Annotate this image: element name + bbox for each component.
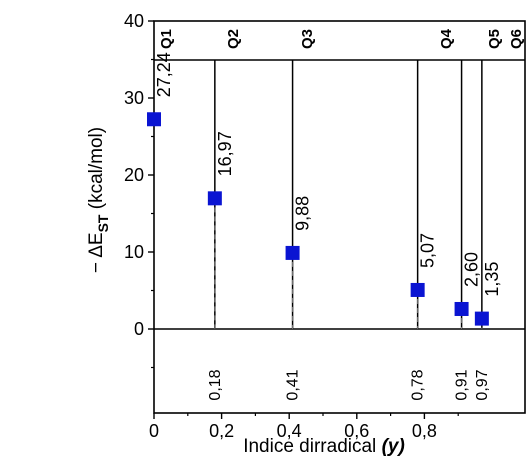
q-label: Q4 bbox=[438, 28, 455, 49]
x-tick-label: 0,6 bbox=[344, 421, 369, 441]
data-point bbox=[410, 282, 425, 297]
y-tick-label: 40 bbox=[124, 11, 144, 31]
plot-border bbox=[153, 20, 526, 414]
value-label: 27,24 bbox=[154, 52, 174, 97]
x-value-label: 0,91 bbox=[454, 369, 471, 400]
x-value-label: 0,97 bbox=[474, 369, 491, 400]
data-markers bbox=[147, 112, 489, 326]
data-point bbox=[285, 245, 300, 260]
value-label: 2,60 bbox=[462, 252, 482, 287]
x-axis-label: Indice dirradical (y) bbox=[243, 436, 405, 457]
data-point bbox=[454, 301, 469, 316]
y-tick-label: 0 bbox=[134, 319, 144, 339]
data-point bbox=[207, 191, 222, 206]
data-labels: 27,24 Q1 0,18 16,97 Q2 0,41 9,88 Q3 0,78 5,07 Q4 0,… bbox=[154, 28, 525, 400]
q-label: Q1 bbox=[158, 29, 175, 49]
q-label: Q3 bbox=[299, 29, 316, 49]
y-tick-label: 10 bbox=[124, 242, 144, 262]
y-axis-label: − ΔEST (kcal/mol) bbox=[86, 127, 111, 273]
value-label: 9,88 bbox=[293, 196, 313, 231]
axis-ticks: 0 10 20 30 40 0 0,2 0,4 0,6 0,8 bbox=[124, 11, 459, 441]
y-tick-label: 20 bbox=[124, 165, 144, 185]
x-tick-label: 0 bbox=[149, 421, 159, 441]
x-value-label: 0,18 bbox=[207, 369, 224, 400]
q-label: Q6 bbox=[508, 29, 525, 49]
data-point bbox=[147, 112, 161, 127]
data-point bbox=[474, 311, 489, 326]
y-tick-label: 30 bbox=[124, 88, 144, 108]
q-label: Q5 bbox=[486, 29, 503, 49]
value-label: 16,97 bbox=[215, 131, 235, 176]
value-label: 5,07 bbox=[418, 233, 438, 268]
x-value-label: 0,41 bbox=[285, 369, 302, 400]
plot-frame bbox=[153, 20, 526, 414]
x-tick-label: 0,8 bbox=[412, 421, 437, 441]
value-label: 1,35 bbox=[482, 262, 502, 297]
x-tick-label: 0,4 bbox=[277, 421, 302, 441]
q-label: Q2 bbox=[225, 29, 242, 49]
x-value-label: 0,78 bbox=[410, 369, 427, 400]
x-tick-label: 0,2 bbox=[209, 421, 234, 441]
